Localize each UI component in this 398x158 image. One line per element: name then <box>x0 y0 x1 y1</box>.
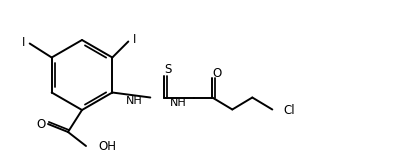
Text: NH: NH <box>126 97 143 106</box>
Text: I: I <box>22 36 25 49</box>
Text: OH: OH <box>98 140 116 154</box>
Text: NH: NH <box>170 97 187 107</box>
Text: I: I <box>133 33 136 46</box>
Text: S: S <box>165 63 172 76</box>
Text: O: O <box>213 67 222 80</box>
Text: O: O <box>36 118 46 131</box>
Text: Cl: Cl <box>283 104 295 117</box>
